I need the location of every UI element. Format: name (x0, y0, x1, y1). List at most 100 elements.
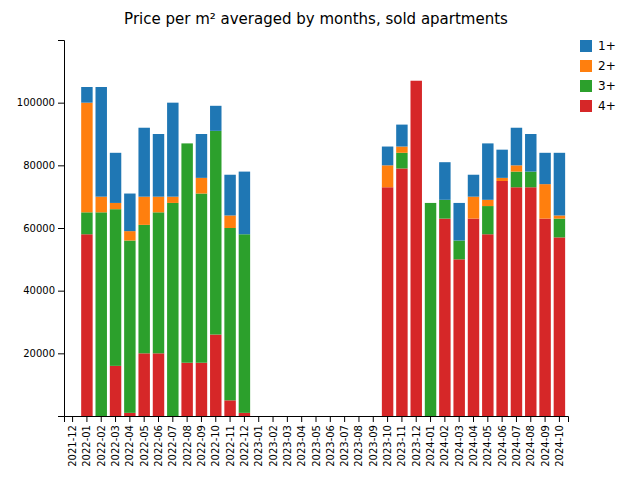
bar-segment (339, 416, 350, 417)
y-tick-mark (58, 165, 64, 166)
x-axis: 2021-122022-012022-022022-032022-042022-… (65, 416, 569, 467)
bar-series (81, 87, 565, 241)
legend-swatch (580, 80, 592, 92)
bar-segment (425, 202, 436, 203)
x-tick: 2024-02 (439, 416, 450, 467)
bar-segment (411, 81, 422, 416)
bar-segment (153, 353, 164, 416)
bar-segment (396, 168, 407, 416)
bar-segment (81, 234, 92, 416)
bar-segment (138, 225, 149, 353)
bar-segment (411, 80, 422, 81)
x-tick: 2023-10 (382, 416, 393, 467)
x-tick-mark (158, 416, 159, 422)
x-tick: 2023-09 (368, 416, 379, 467)
x-tick: 2024-10 (554, 416, 565, 467)
legend-label: 3+ (598, 79, 616, 93)
bar-segment (368, 416, 379, 417)
bar-segment (525, 187, 536, 416)
x-tick-mark (115, 416, 116, 422)
legend-label: 1+ (598, 39, 616, 53)
bar-segment (210, 335, 221, 416)
bar-segment (124, 231, 135, 240)
x-tick: 2024-01 (425, 416, 436, 467)
x-tick-label: 2022-10 (210, 425, 221, 467)
legend-label: 4+ (598, 99, 616, 113)
legend-item: 1+ (580, 39, 616, 53)
bar-segment (253, 416, 264, 417)
bar-segment (181, 143, 192, 144)
x-tick-label: 2023-08 (353, 425, 364, 467)
legend-label: 2+ (598, 59, 616, 73)
x-tick-mark (373, 416, 374, 422)
bar-segment (396, 153, 407, 169)
bar-segment (81, 103, 92, 213)
y-tick: 40000 (23, 285, 64, 296)
x-tick: 2022-11 (225, 416, 236, 467)
x-axis-line (65, 417, 569, 423)
bar-segment (282, 416, 293, 417)
bar-segment (153, 134, 164, 197)
x-tick: 2023-02 (268, 416, 279, 467)
bar-segment (325, 416, 336, 417)
x-tick: 2022-04 (124, 416, 135, 467)
bar-segment (96, 212, 107, 416)
x-tick-mark (401, 416, 402, 422)
bar-segment (296, 416, 307, 417)
legend-swatch (580, 60, 592, 72)
x-tick: 2024-04 (468, 416, 479, 467)
bar-segment (554, 215, 565, 218)
bar-segment (368, 416, 379, 417)
bar-segment (253, 416, 264, 417)
bar-series (81, 81, 565, 416)
x-tick: 2022-05 (139, 416, 150, 467)
bar-segment (425, 202, 436, 203)
bar-segment (539, 153, 550, 184)
bar-segment (67, 416, 78, 417)
bar-segment (282, 416, 293, 417)
x-tick-mark (416, 416, 417, 422)
bar-segment (282, 416, 293, 417)
x-tick: 2023-08 (353, 416, 364, 467)
x-tick-mark (316, 416, 317, 422)
x-tick-mark (273, 416, 274, 422)
x-tick-label: 2022-04 (124, 425, 135, 467)
bar-segment (67, 416, 78, 417)
bar-segment (181, 363, 192, 416)
bar-segment (325, 416, 336, 417)
bar-segment (468, 197, 479, 219)
x-tick-mark (502, 416, 503, 422)
x-tick: 2023-12 (411, 416, 422, 467)
x-tick-label: 2023-07 (339, 425, 350, 467)
bar-segment (310, 416, 321, 417)
x-tick: 2023-06 (325, 416, 336, 467)
x-tick: 2024-08 (525, 416, 536, 467)
x-tick-label: 2022-03 (110, 425, 121, 467)
bar-segment (439, 219, 450, 416)
x-tick-mark (459, 416, 460, 422)
bar-segment (153, 212, 164, 353)
x-tick-mark (358, 416, 359, 422)
x-tick-mark (201, 416, 202, 422)
bar-segment (339, 416, 350, 417)
bar-segment (239, 234, 250, 413)
x-tick-label: 2024-07 (511, 425, 522, 467)
bar-segment (67, 416, 78, 417)
x-tick: 2023-03 (282, 416, 293, 467)
x-tick-label: 2023-03 (282, 425, 293, 467)
x-tick-label: 2022-08 (182, 425, 193, 467)
bar-segment (353, 416, 364, 417)
x-tick-mark (487, 416, 488, 422)
x-tick-label: 2023-06 (325, 425, 336, 467)
bar-segment (482, 234, 493, 416)
bar-segment (267, 416, 278, 417)
bar-segment (167, 197, 178, 203)
x-tick-label: 2023-02 (268, 425, 279, 467)
x-tick: 2022-02 (96, 416, 107, 467)
bar-segment (396, 147, 407, 153)
bar-segment (282, 416, 293, 417)
legend-swatch (580, 40, 592, 52)
bar-segment (210, 131, 221, 335)
x-tick-mark (258, 416, 259, 422)
x-tick: 2021-12 (67, 416, 78, 467)
